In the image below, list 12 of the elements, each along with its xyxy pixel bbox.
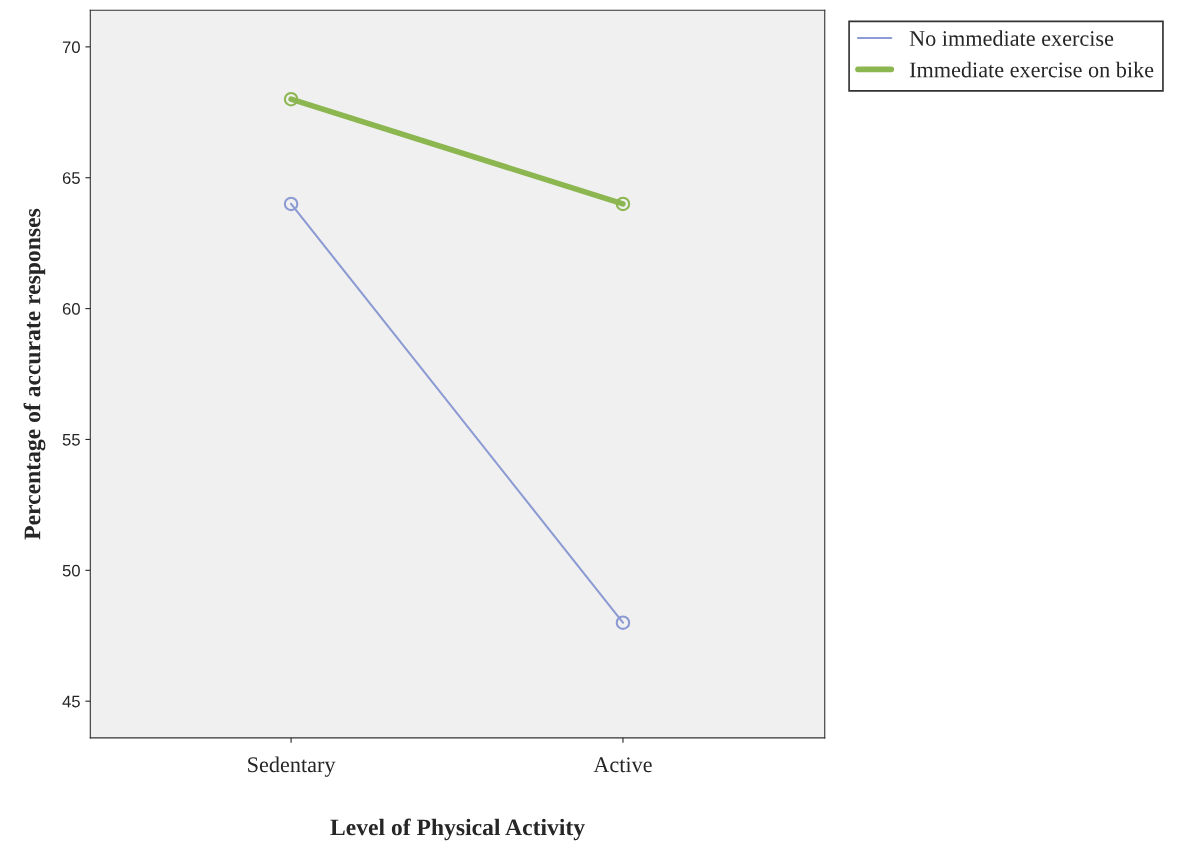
- y-axis-title: Percentage of accurate responses: [23, 208, 46, 540]
- y-tick-label: 45: [62, 695, 80, 708]
- x-tick-label: Active: [593, 757, 652, 773]
- y-tick-label: 60: [62, 303, 80, 315]
- legend-label: No immediate exercise: [909, 30, 1114, 46]
- x-tick-label: Sedentary: [248, 756, 336, 777]
- legend-label: Immediate exercise on bike: [909, 61, 1154, 78]
- x-axis-title: Level of Physical Activity: [330, 818, 585, 841]
- y-tick-label: 65: [62, 172, 80, 184]
- y-tick-label: 55: [62, 434, 80, 446]
- y-tick-label: 70: [62, 41, 80, 54]
- y-tick-label: 50: [62, 564, 80, 577]
